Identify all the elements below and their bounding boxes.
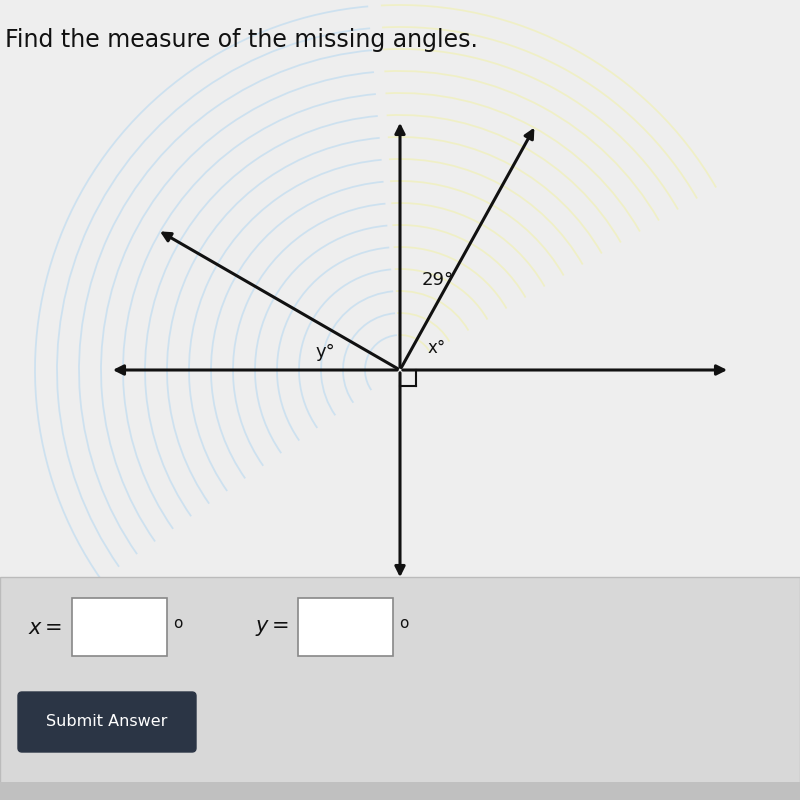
- Text: Find the measure of the missing angles.: Find the measure of the missing angles.: [5, 28, 478, 52]
- Text: y°: y°: [315, 343, 335, 361]
- Text: Submit Answer: Submit Answer: [46, 714, 168, 729]
- Bar: [0, 577, 800, 792]
- Bar: [0, 782, 800, 800]
- Text: o: o: [173, 616, 182, 631]
- Text: 29°: 29°: [422, 271, 454, 289]
- Text: $x =$: $x =$: [28, 618, 62, 638]
- Text: o: o: [399, 616, 408, 631]
- Bar: [298, 598, 393, 656]
- Text: $y =$: $y =$: [255, 618, 290, 638]
- Bar: [72, 598, 167, 656]
- FancyBboxPatch shape: [18, 692, 196, 752]
- Text: x°: x°: [428, 339, 446, 357]
